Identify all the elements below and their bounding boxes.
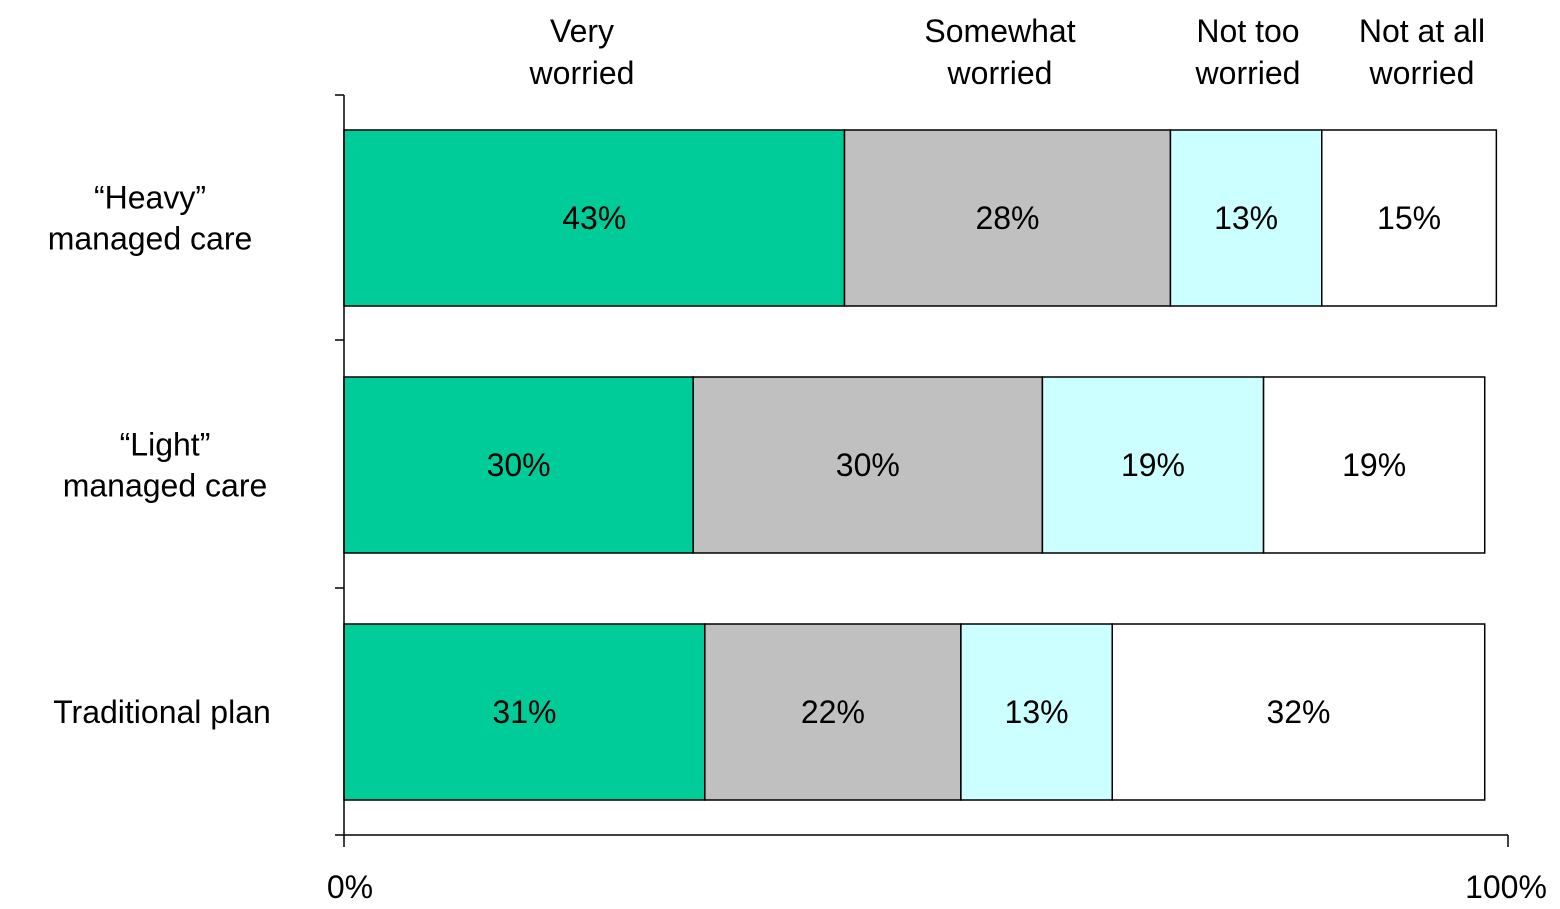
bars-layer	[343, 129, 1498, 801]
data-label: 22%	[801, 694, 865, 730]
x-tick-label: 0%	[327, 869, 373, 905]
bar-segment	[1111, 623, 1486, 801]
category-label: managed care	[63, 468, 268, 504]
data-label: 30%	[836, 447, 900, 483]
data-label: 19%	[1121, 447, 1185, 483]
bar-segment	[343, 129, 846, 307]
legend-entry: worried	[1195, 55, 1301, 91]
category-label: “Light”	[120, 427, 211, 463]
legend-entry: worried	[529, 55, 635, 91]
data-label: 13%	[1005, 694, 1069, 730]
legend-entry: Somewhat	[924, 13, 1075, 49]
data-label: 19%	[1342, 447, 1406, 483]
labels-layer: 43% 28% 13% 15% 30% 30% 19% 19% 31% 22% 13% 32% “Hea…	[48, 180, 1441, 731]
data-label: 28%	[975, 200, 1039, 236]
data-label: 43%	[562, 200, 626, 236]
category-label: Traditional plan	[53, 694, 271, 730]
legend-entry: Not at all	[1359, 13, 1485, 49]
legend-entry: Very	[550, 13, 614, 49]
category-label: managed care	[48, 221, 253, 257]
bar-segment	[843, 129, 1172, 307]
legend-layer: Very worried Somewhat worried Not too worried…	[529, 13, 1486, 91]
bar-segment	[704, 623, 962, 801]
x-tick-label: 100%	[1465, 869, 1547, 905]
data-label: 30%	[487, 447, 551, 483]
data-label: 13%	[1214, 200, 1278, 236]
bar-segment	[1169, 129, 1323, 307]
data-label: 15%	[1377, 200, 1441, 236]
data-label: 32%	[1266, 694, 1330, 730]
bar-segment	[1321, 129, 1498, 307]
category-label: “Heavy”	[94, 180, 206, 216]
data-label: 31%	[492, 694, 556, 730]
bar-segment	[692, 376, 1044, 554]
axis-layer: 0% 100%	[327, 94, 1547, 905]
bar-segment	[1262, 376, 1486, 554]
legend-entry: Not too	[1196, 13, 1299, 49]
legend-entry: worried	[1369, 55, 1475, 91]
legend-entry: worried	[947, 55, 1053, 91]
bar-segment	[343, 376, 694, 554]
bar-segment	[1041, 376, 1265, 554]
